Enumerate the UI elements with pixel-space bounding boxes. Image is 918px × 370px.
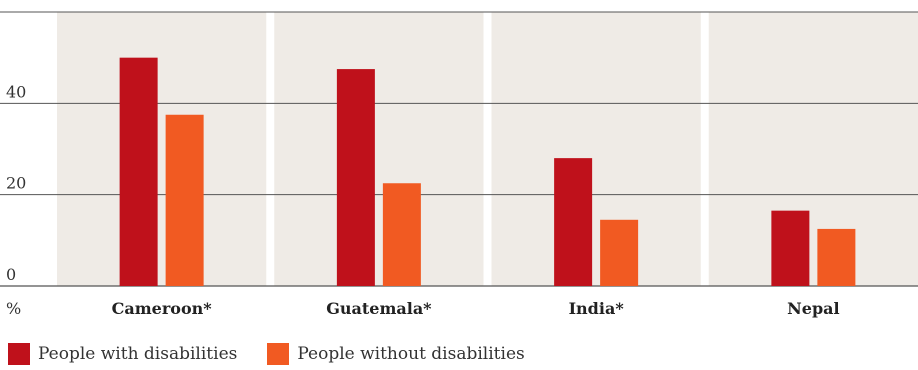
bar-with-0 (119, 57, 158, 286)
bar-with-2 (554, 158, 593, 286)
y-tick-label-40: 40 (6, 82, 26, 101)
category-label-0: Cameroon* (112, 299, 213, 318)
y-tick-label-0: 0 (6, 265, 16, 284)
bar-without-0 (165, 114, 204, 286)
category-label-1: Guatemala* (326, 299, 432, 318)
bar-without-1 (382, 183, 421, 286)
bar-without-2 (600, 219, 639, 286)
category-label-3: Nepal (787, 299, 839, 318)
category-panel-1 (274, 12, 484, 286)
y-unit-label: % (6, 299, 21, 318)
legend: People with disabilities People without … (8, 343, 555, 365)
y-tick-label-20: 20 (6, 174, 26, 193)
legend-item-with: People with disabilities (8, 343, 237, 365)
bar-chart: 0 20 40% Cameroon* Guatemala* India* Nepal (0, 11, 918, 318)
category-panel-3 (708, 12, 918, 286)
legend-item-without: People without disabilities (267, 343, 525, 365)
category-panel-0 (57, 12, 267, 286)
bar-with-3 (771, 210, 810, 286)
legend-label-with: People with disabilities (38, 344, 238, 364)
bar-with-1 (336, 69, 375, 286)
legend-label-without: People without disabilities (297, 344, 525, 364)
category-panel-2 (491, 12, 701, 286)
bar-without-3 (817, 228, 856, 286)
legend-swatch-without (267, 343, 290, 365)
legend-swatch-with (8, 343, 30, 365)
category-label-2: India* (569, 299, 625, 318)
